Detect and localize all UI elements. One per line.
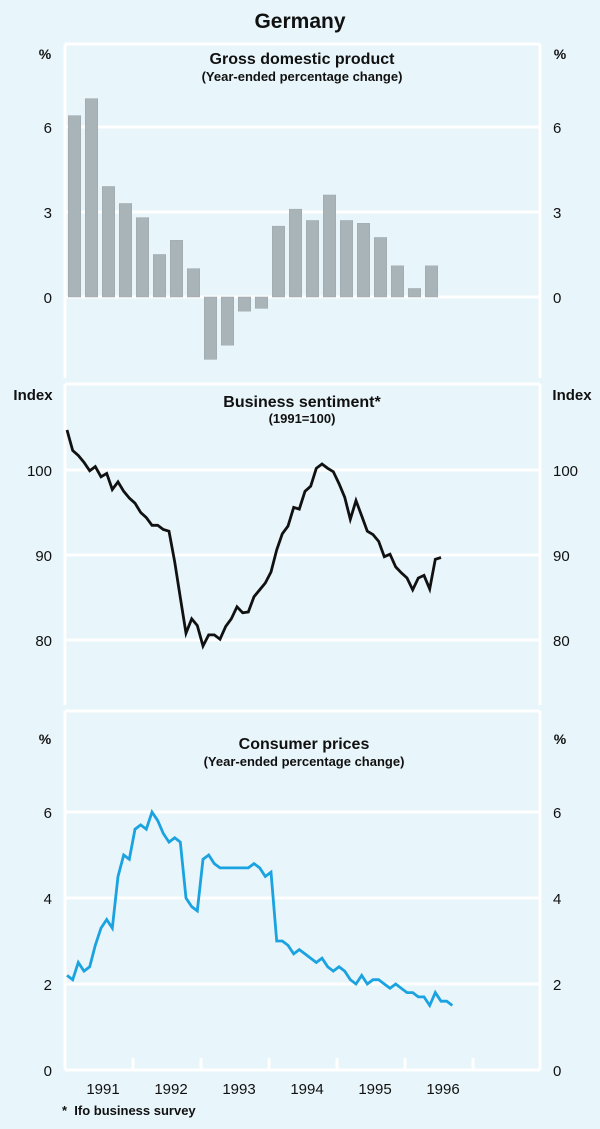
x-tick-label: 1991 bbox=[86, 1081, 119, 1098]
plot-frame bbox=[63, 382, 542, 705]
sentiment-right-unit: Index bbox=[552, 387, 592, 404]
y-tick-label-right: 0 bbox=[553, 290, 561, 307]
bar-1991Q2 bbox=[85, 98, 98, 298]
bar-1991Q4 bbox=[119, 203, 132, 298]
bar-1995Q3 bbox=[374, 237, 387, 298]
y-tick-label-right: 6 bbox=[553, 805, 561, 822]
y-tick-label-left: 90 bbox=[35, 548, 52, 565]
cpi-title: Consumer prices bbox=[239, 736, 370, 753]
sentiment-line bbox=[65, 429, 442, 650]
y-tick-label-right: 90 bbox=[553, 548, 570, 565]
bar-1993Q2 bbox=[221, 296, 234, 346]
y-tick-label-left: 0 bbox=[44, 290, 52, 307]
cpi-panel: Consumer prices (Year-ended percentage c… bbox=[39, 709, 567, 1080]
footnote: * Ifo business survey bbox=[62, 1103, 196, 1118]
bar-1994Q4 bbox=[323, 194, 336, 298]
gdp-title: Gross domestic product bbox=[210, 51, 396, 68]
cpi-left-unit: % bbox=[39, 731, 52, 747]
x-tick-label: 1994 bbox=[290, 1081, 323, 1098]
x-tick-label: 1993 bbox=[222, 1081, 255, 1098]
bar-1996Q1 bbox=[408, 288, 421, 298]
plot-frame bbox=[63, 42, 542, 378]
gdp-panel: Gross domestic product (Year-ended perce… bbox=[39, 42, 567, 378]
bar-1991Q3 bbox=[102, 186, 115, 298]
y-tick-label-left: 3 bbox=[44, 205, 52, 222]
y-tick-label-left: 100 bbox=[27, 463, 52, 480]
bar-1991Q1 bbox=[68, 115, 81, 298]
x-tick-label: 1995 bbox=[358, 1081, 391, 1098]
x-axis: 1991 1992 1993 1994 1995 1996 bbox=[65, 1058, 540, 1098]
y-tick-label-left: 0 bbox=[44, 1063, 52, 1080]
y-tick-label-right: 80 bbox=[553, 633, 570, 650]
bar-1995Q1 bbox=[340, 220, 353, 298]
bar-1993Q1 bbox=[204, 296, 217, 360]
bar-1994Q1 bbox=[272, 225, 285, 298]
sentiment-left-unit: Index bbox=[13, 387, 53, 404]
y-tick-label-right: 4 bbox=[553, 891, 561, 908]
chart-title: Germany bbox=[254, 10, 345, 33]
bar-1996Q2 bbox=[425, 265, 438, 298]
gdp-right-unit: % bbox=[554, 46, 567, 62]
sentiment-title: Business sentiment* bbox=[223, 394, 381, 411]
cpi-right-unit: % bbox=[554, 731, 567, 747]
y-tick-label-left: 2 bbox=[44, 977, 52, 994]
cpi-line bbox=[66, 808, 454, 1009]
bar-1992Q4 bbox=[187, 268, 200, 298]
y-tick-label-right: 0 bbox=[553, 1063, 561, 1080]
bar-1994Q3 bbox=[306, 220, 319, 298]
bar-1992Q1 bbox=[136, 217, 149, 298]
bar-1993Q4 bbox=[255, 296, 268, 309]
y-tick-label-left: 6 bbox=[44, 805, 52, 822]
bar-1995Q2 bbox=[357, 223, 370, 298]
x-tick-label: 1992 bbox=[154, 1081, 187, 1098]
sentiment-subtitle: (1991=100) bbox=[269, 411, 336, 426]
y-tick-label-left: 4 bbox=[44, 891, 52, 908]
y-tick-label-right: 100 bbox=[553, 463, 578, 480]
bar-1992Q3 bbox=[170, 240, 183, 298]
bar-1995Q4 bbox=[391, 265, 404, 298]
y-tick-label-left: 80 bbox=[35, 633, 52, 650]
y-tick-label-right: 6 bbox=[553, 120, 561, 137]
bar-1993Q3 bbox=[238, 296, 251, 312]
sentiment-panel: Business sentiment* (1991=100) Index Ind… bbox=[13, 382, 592, 705]
y-tick-label-right: 2 bbox=[553, 977, 561, 994]
y-tick-label-right: 3 bbox=[553, 205, 561, 222]
plot-frame bbox=[63, 709, 542, 1072]
x-tick-label: 1996 bbox=[426, 1081, 459, 1098]
gdp-subtitle: (Year-ended percentage change) bbox=[202, 69, 403, 84]
gdp-left-unit: % bbox=[39, 46, 52, 62]
bar-1994Q2 bbox=[289, 208, 302, 298]
y-tick-label-left: 6 bbox=[44, 120, 52, 137]
bar-1992Q2 bbox=[153, 254, 166, 298]
cpi-subtitle: (Year-ended percentage change) bbox=[204, 754, 405, 769]
